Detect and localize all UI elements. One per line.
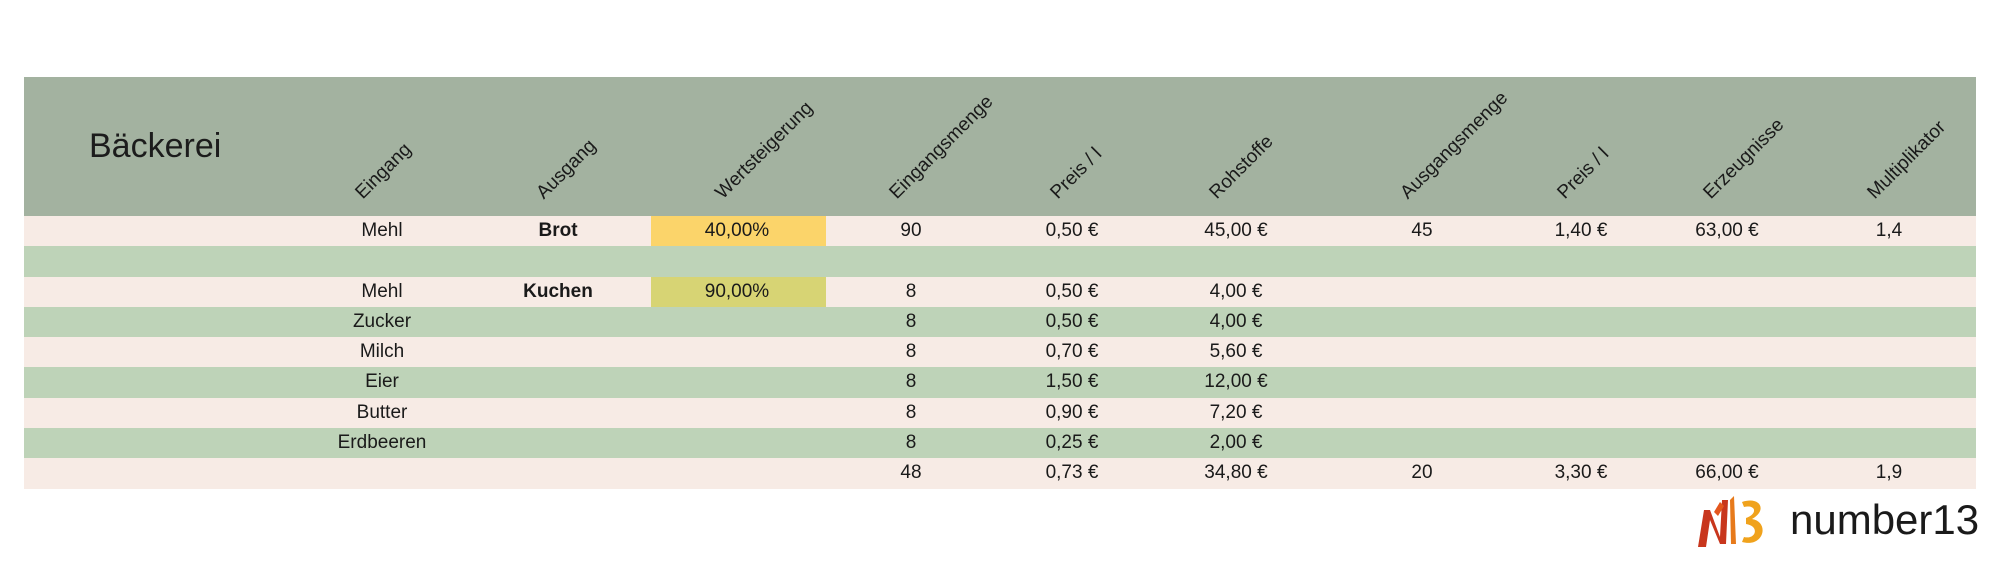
spreadsheet-table: Bäckerei Eingang Ausgang Wertsteigerung Ein… [24, 77, 1976, 489]
cell-eingang[interactable]: Eier [365, 371, 399, 393]
cell-rohstoffe[interactable]: 34,80 € [1204, 462, 1268, 484]
cell-eingang[interactable]: Milch [359, 341, 405, 363]
table-header: Bäckerei Eingang Ausgang Wertsteigerung Ein… [24, 77, 1976, 216]
value-increase-highlight [651, 216, 826, 247]
cell-eingang[interactable]: Mehl [361, 280, 403, 302]
column-header-label: Rohstoffe [1205, 131, 1278, 204]
column-header-label: Multiplikator [1863, 116, 1950, 204]
cell-multiplikator[interactable]: 1,9 [1875, 462, 1903, 484]
cell-rohstoffe[interactable]: 45,00 € [1204, 220, 1268, 241]
cell-rohstoffe[interactable]: 12,00 € [1204, 371, 1268, 393]
value-increase-highlight [651, 276, 826, 307]
cell-preis_ein[interactable]: 0,50 € [1045, 280, 1099, 302]
cell-eingangsmenge[interactable]: 8 [905, 280, 917, 302]
cell-eingangsmenge[interactable]: 8 [905, 401, 917, 423]
cell-eingang[interactable]: Zucker [352, 310, 412, 332]
column-header-label: Erzeugnisse [1699, 114, 1789, 204]
table-row: Mehl Kuchen 90,00% 8 0,50 € 4,00 € [24, 276, 1976, 307]
column-header-label: Ausgang [532, 135, 601, 204]
cell-erzeugnisse[interactable]: 63,00 € [1695, 220, 1759, 241]
cell-rohstoffe[interactable]: 4,00 € [1209, 280, 1263, 302]
cell-preis_ein[interactable]: 0,73 € [1045, 462, 1099, 484]
logo-mark-icon [1698, 496, 1763, 547]
logo-text: number13 [1790, 496, 1980, 543]
column-header-erzeugnisse: Erzeugnisse [1699, 115, 1788, 204]
cell-ausgang[interactable]: Brot [538, 220, 578, 241]
cell-eingangsmenge[interactable]: 90 [900, 220, 922, 241]
column-header-multiplikator: Multiplikator [1863, 117, 1950, 204]
cell-eingangsmenge[interactable]: 8 [905, 371, 917, 393]
sheet-title: Bäckerei [89, 127, 222, 165]
column-header-eingang: Eingang [351, 139, 415, 204]
cell-rohstoffe[interactable]: 4,00 € [1209, 310, 1263, 332]
cell-eingang[interactable]: Mehl [361, 220, 403, 241]
table-row: Butter 8 0,90 € 7,20 € [24, 397, 1976, 429]
cell-eingang[interactable]: Butter [356, 401, 408, 423]
cell-erzeugnisse[interactable]: 66,00 € [1695, 462, 1759, 484]
column-header-label: Eingangsmenge [885, 91, 998, 204]
column-header-preis_ein: Preis / l [1046, 144, 1106, 204]
cell-eingangsmenge[interactable]: 8 [905, 432, 917, 454]
table-row: Zucker 8 0,50 € 4,00 € [24, 306, 1976, 338]
cell-eingangsmenge[interactable]: 8 [905, 341, 917, 363]
table-row: Mehl Brot 40,00% 90 0,50 € 45,00 € 45 1,40 € 63,… [24, 216, 1976, 247]
cell-ausgangsmenge[interactable]: 45 [1411, 220, 1433, 241]
cell-rohstoffe[interactable]: 5,60 € [1209, 341, 1263, 363]
table-row: Milch 8 0,70 € 5,60 € [24, 337, 1976, 368]
column-header-label: Ausgangsmenge [1396, 87, 1513, 204]
cell-ausgang[interactable]: Kuchen [523, 280, 593, 302]
cell-eingang[interactable]: Erdbeeren [337, 432, 427, 454]
cell-preis_aus[interactable]: 1,40 € [1554, 220, 1608, 241]
cell-preis_aus[interactable]: 3,30 € [1554, 462, 1608, 484]
cell-eingangsmenge[interactable]: 8 [905, 310, 917, 332]
column-header-preis_aus: Preis / l [1553, 144, 1613, 204]
column-header-label: Preis / l [1553, 143, 1614, 204]
cell-wertsteigerung[interactable]: 40,00% [704, 220, 770, 241]
table-body: Mehl Brot 40,00% 90 0,50 € 45,00 € 45 1,40 € 63,… [24, 216, 1976, 489]
cell-eingangsmenge[interactable]: 48 [900, 462, 922, 484]
column-header-label: Eingang [351, 139, 416, 204]
number13-logo: number13 [1690, 492, 1980, 552]
column-header-wertsteigerung: Wertsteigerung [711, 98, 817, 204]
column-header-label: Preis / l [1046, 143, 1107, 204]
cell-preis_ein[interactable]: 0,50 € [1045, 310, 1099, 332]
column-header-ausgang: Ausgang [532, 135, 600, 204]
table-row: Erdbeeren 8 0,25 € 2,00 € [24, 428, 1976, 459]
column-header-label: Wertsteigerung [711, 97, 818, 204]
cell-preis_ein[interactable]: 0,50 € [1045, 220, 1099, 241]
cell-preis_ein[interactable]: 1,50 € [1045, 371, 1099, 393]
cell-preis_ein[interactable]: 0,90 € [1045, 401, 1099, 423]
table-row [24, 246, 1976, 277]
cell-multiplikator[interactable]: 1,4 [1875, 220, 1903, 241]
cell-ausgangsmenge[interactable]: 20 [1411, 462, 1433, 484]
table-row: Eier 8 1,50 € 12,00 € [24, 367, 1976, 398]
cell-rohstoffe[interactable]: 7,20 € [1209, 401, 1263, 423]
table-row: 48 0,73 € 34,80 € 20 3,30 € 66,00 € 1,9 [24, 458, 1976, 489]
column-header-eingangsmenge: Eingangsmenge [885, 91, 997, 204]
column-header-ausgangsmenge: Ausgangsmenge [1396, 88, 1512, 204]
cell-preis_ein[interactable]: 0,70 € [1045, 341, 1099, 363]
cell-preis_ein[interactable]: 0,25 € [1045, 432, 1099, 454]
cell-rohstoffe[interactable]: 2,00 € [1209, 432, 1263, 454]
column-header-rohstoffe: Rohstoffe [1205, 131, 1277, 204]
cell-wertsteigerung[interactable]: 90,00% [704, 280, 770, 302]
